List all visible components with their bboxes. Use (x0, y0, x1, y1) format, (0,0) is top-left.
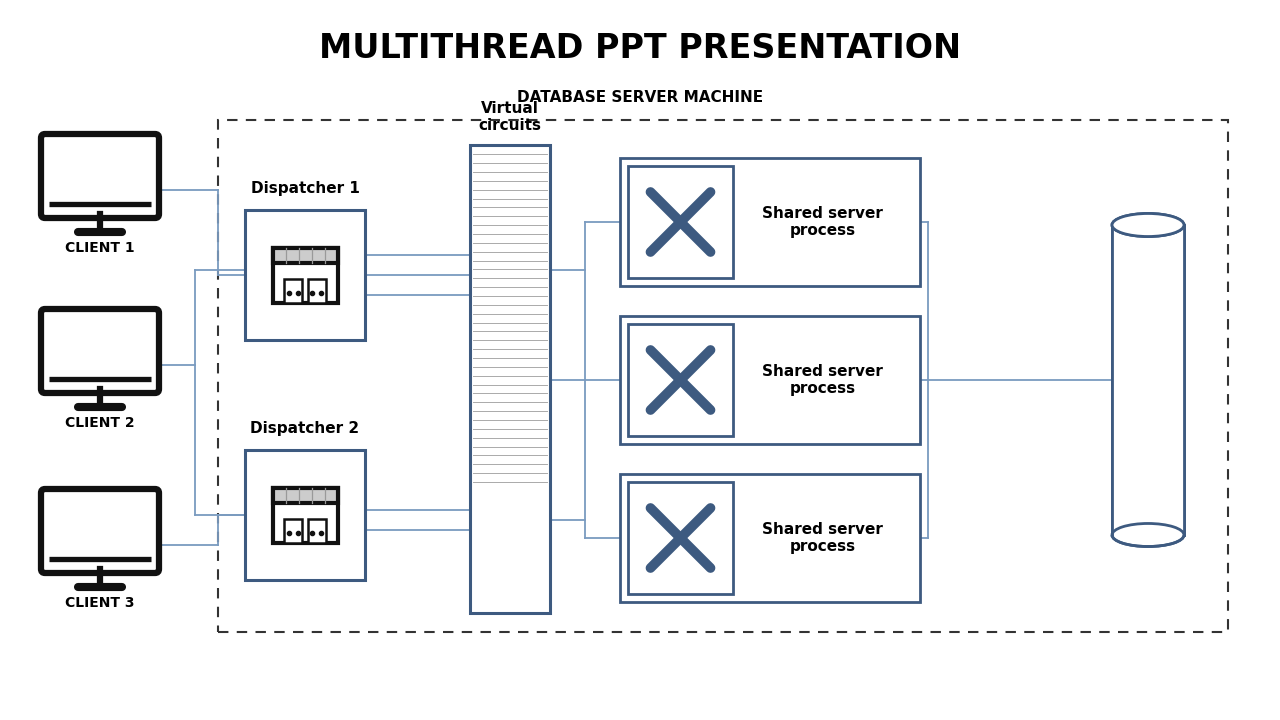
FancyBboxPatch shape (41, 134, 159, 218)
FancyBboxPatch shape (470, 145, 550, 613)
Ellipse shape (1112, 523, 1184, 546)
FancyBboxPatch shape (628, 166, 733, 278)
FancyBboxPatch shape (244, 210, 365, 340)
FancyBboxPatch shape (273, 248, 338, 263)
FancyBboxPatch shape (284, 519, 302, 542)
Text: Virtual
circuits: Virtual circuits (479, 101, 541, 133)
FancyBboxPatch shape (620, 474, 920, 602)
FancyBboxPatch shape (244, 450, 365, 580)
Bar (218, 120, 1228, 632)
Text: Shared server
process: Shared server process (762, 206, 883, 238)
FancyBboxPatch shape (273, 248, 338, 302)
Text: Shared server
process: Shared server process (762, 364, 883, 396)
Ellipse shape (1112, 213, 1184, 236)
FancyBboxPatch shape (284, 279, 302, 302)
FancyBboxPatch shape (41, 309, 159, 393)
Text: Dispatcher 2: Dispatcher 2 (251, 420, 360, 436)
Text: DATABASE SERVER MACHINE: DATABASE SERVER MACHINE (517, 91, 763, 106)
Text: Dispatcher 1: Dispatcher 1 (251, 181, 360, 196)
Text: MULTITHREAD PPT PRESENTATION: MULTITHREAD PPT PRESENTATION (319, 32, 961, 65)
FancyBboxPatch shape (273, 487, 338, 503)
FancyBboxPatch shape (273, 487, 338, 542)
FancyBboxPatch shape (307, 519, 326, 542)
Text: Shared server
process: Shared server process (762, 522, 883, 554)
FancyBboxPatch shape (1112, 225, 1184, 535)
FancyBboxPatch shape (628, 482, 733, 594)
Text: CLIENT 3: CLIENT 3 (65, 596, 134, 610)
FancyBboxPatch shape (307, 279, 326, 302)
Text: CLIENT 2: CLIENT 2 (65, 416, 134, 430)
Ellipse shape (1112, 213, 1184, 236)
FancyBboxPatch shape (41, 489, 159, 573)
FancyBboxPatch shape (628, 324, 733, 436)
FancyBboxPatch shape (620, 316, 920, 444)
Text: CLIENT 1: CLIENT 1 (65, 241, 134, 255)
FancyBboxPatch shape (620, 158, 920, 286)
